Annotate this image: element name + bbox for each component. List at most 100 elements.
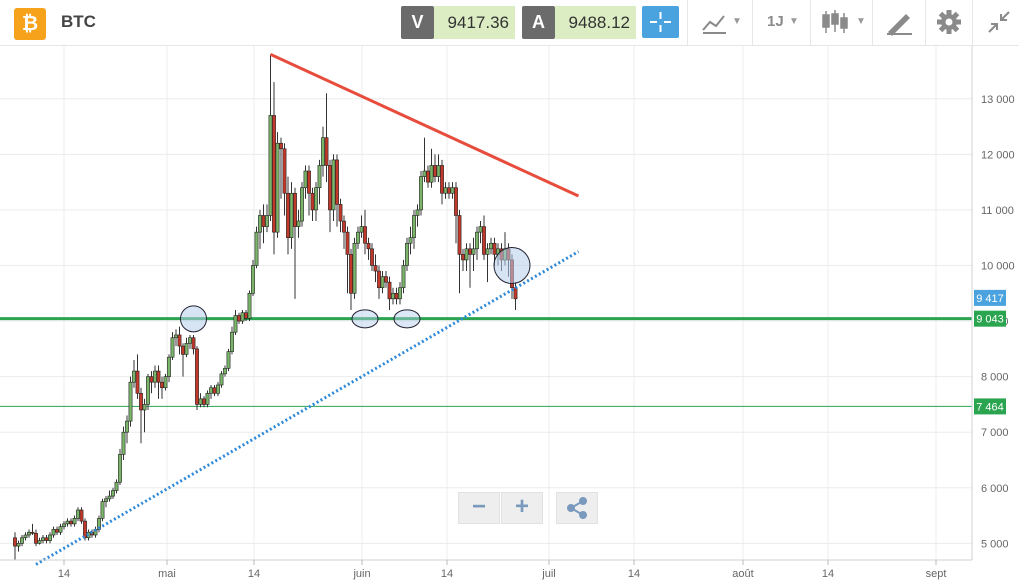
price-label-bg: [974, 289, 1006, 306]
candle: [415, 204, 420, 227]
buy-price-button[interactable]: A 9488.12: [522, 6, 636, 39]
candle-body: [286, 192, 290, 239]
candle-body: [478, 226, 483, 233]
candle-body: [247, 292, 252, 319]
candle-body: [279, 142, 283, 150]
candle-body: [41, 537, 45, 541]
candle-body: [48, 534, 52, 541]
candle: [104, 496, 108, 508]
candle: [328, 159, 332, 233]
candle: [454, 182, 458, 244]
candlestick-icon: [822, 10, 848, 33]
y-tick-label: 8 000: [981, 372, 1009, 384]
candle-body: [398, 287, 402, 300]
candle-body: [230, 331, 234, 352]
candle: [349, 248, 353, 310]
candle-body: [492, 242, 497, 255]
candle-body: [198, 398, 203, 405]
timeframe-label: 1J: [767, 13, 784, 30]
candle: [44, 534, 49, 544]
chevron-down-icon: ▼: [732, 16, 742, 27]
candle: [209, 384, 213, 399]
candle: [324, 93, 329, 183]
candle-body: [128, 381, 133, 422]
candle-body: [310, 192, 315, 211]
candle-body: [254, 231, 259, 266]
share-button[interactable]: [556, 492, 598, 524]
chart-type-button[interactable]: ▼: [700, 6, 746, 40]
candle: [76, 507, 80, 522]
candle-body: [30, 531, 35, 534]
candle: [48, 532, 52, 544]
candle: [310, 187, 315, 222]
candle: [23, 532, 28, 541]
candle: [107, 490, 112, 502]
candle: [170, 332, 175, 360]
sell-price-button[interactable]: V 9417.36: [401, 6, 515, 39]
candle: [41, 534, 45, 544]
drawing-tools-button[interactable]: [884, 6, 918, 40]
candle-body: [55, 529, 59, 533]
candlestick-button[interactable]: ▼: [820, 6, 866, 40]
candle-body: [160, 381, 164, 389]
sell-price: 9417.36: [434, 6, 515, 39]
candle: [296, 209, 301, 238]
timeframe-button[interactable]: 1J ▼: [765, 6, 805, 40]
crosshair-button[interactable]: [642, 6, 679, 38]
candle: [226, 348, 231, 372]
candle: [426, 165, 430, 188]
candle-body: [174, 334, 178, 339]
chevron-down-icon: ▼: [856, 16, 866, 27]
candlestick-series: [13, 54, 518, 560]
collapse-icon: [988, 11, 1010, 33]
candle-body: [422, 170, 427, 177]
y-tick-label: 6 000: [981, 483, 1009, 495]
candle-body: [436, 165, 441, 177]
toolbar-divider: [810, 0, 811, 46]
candle: [303, 165, 308, 199]
candle-body: [296, 220, 301, 227]
candle-body: [205, 392, 210, 405]
candle-body: [317, 165, 322, 188]
candle-body: [482, 226, 486, 255]
candle-body: [65, 520, 70, 525]
candle: [37, 537, 42, 545]
candle-body: [513, 287, 518, 300]
draw-tool-icon: [887, 14, 912, 36]
candle: [447, 182, 451, 199]
candle: [408, 226, 413, 255]
candle-body: [240, 312, 245, 322]
candle-body: [156, 370, 161, 383]
candle-body: [27, 531, 31, 536]
candle-body: [475, 231, 479, 250]
candle: [286, 176, 290, 255]
candle: [475, 226, 479, 260]
candle-body: [13, 537, 17, 547]
candle: [461, 248, 465, 272]
candle: [384, 271, 388, 288]
collapse-button[interactable]: [985, 6, 1013, 40]
zoom-out-button[interactable]: −: [458, 492, 500, 524]
candle: [457, 209, 462, 294]
toolbar-divider: [925, 0, 926, 46]
price-label-text: 7 464: [976, 401, 1004, 413]
chevron-down-icon: ▼: [789, 16, 799, 27]
candle-body: [244, 312, 248, 319]
candle: [331, 154, 336, 222]
candle: [307, 165, 311, 216]
candle: [34, 529, 38, 547]
candle: [146, 373, 150, 410]
candle-body: [338, 204, 343, 222]
candle-body: [139, 392, 143, 411]
candle: [489, 237, 493, 255]
candle: [223, 365, 227, 377]
candle-body: [461, 254, 465, 261]
candle: [300, 182, 304, 227]
candle-body: [79, 509, 84, 522]
zoom-in-button[interactable]: +: [501, 492, 543, 524]
candle-body: [111, 490, 115, 497]
candle-body: [363, 226, 367, 244]
settings-button[interactable]: [935, 6, 965, 40]
candle-body: [16, 543, 21, 547]
